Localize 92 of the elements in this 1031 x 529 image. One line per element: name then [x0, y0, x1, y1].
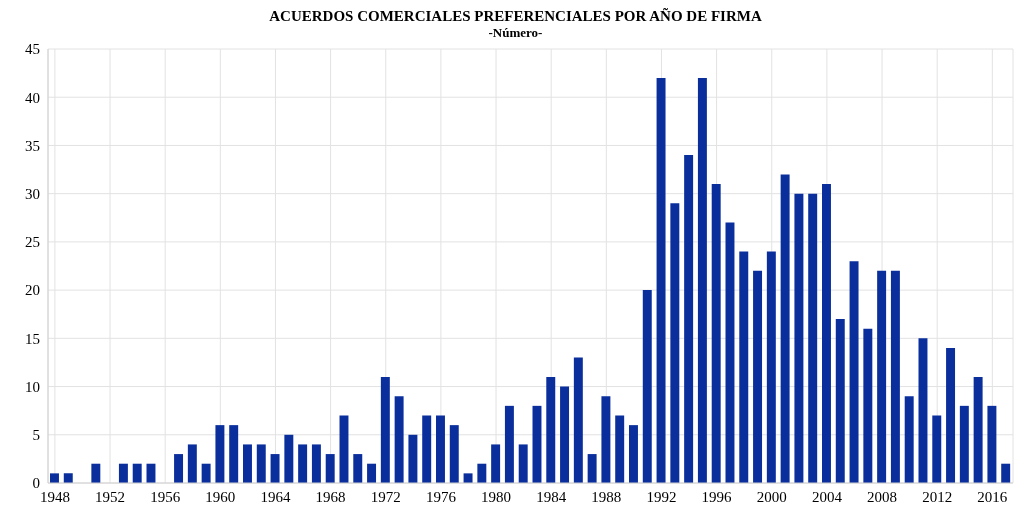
- bar: [215, 425, 225, 483]
- y-tick-label: 0: [32, 475, 40, 492]
- y-tick-label: 45: [25, 41, 40, 58]
- y-tick-label: 25: [25, 234, 40, 251]
- bar: [739, 251, 749, 483]
- bar: [794, 193, 804, 483]
- bar: [284, 434, 294, 483]
- y-tick-label: 15: [25, 330, 40, 347]
- y-tick-label: 10: [25, 378, 40, 395]
- bar: [711, 184, 721, 483]
- x-tick-label: 1956: [150, 488, 181, 505]
- bar: [587, 454, 597, 483]
- bar: [560, 386, 570, 483]
- x-tick-label: 1980: [481, 488, 512, 505]
- bar: [518, 444, 528, 483]
- x-tick-label: 1964: [260, 488, 291, 505]
- bar: [656, 77, 666, 483]
- x-tick-label: 2000: [756, 488, 787, 505]
- bar: [477, 463, 487, 483]
- x-tick-label: 2016: [977, 488, 1008, 505]
- bar: [408, 434, 418, 483]
- bar: [959, 405, 969, 483]
- x-tick-label: 2012: [922, 488, 953, 505]
- bar: [270, 454, 280, 483]
- bar: [187, 444, 197, 483]
- bar: [946, 347, 956, 483]
- x-tick-label: 1996: [701, 488, 733, 505]
- bar: [353, 454, 363, 483]
- bar: [877, 270, 887, 483]
- x-tick-label: 1988: [591, 488, 622, 505]
- bar: [684, 155, 694, 483]
- bar: [670, 203, 680, 483]
- x-tick-label: 1948: [39, 488, 70, 505]
- bar: [546, 376, 556, 483]
- bar: [987, 405, 997, 483]
- x-tick-label: 2008: [867, 488, 898, 505]
- bar: [835, 319, 845, 483]
- y-tick-label: 40: [25, 89, 40, 106]
- x-tick-label: 1992: [646, 488, 677, 505]
- bar: [863, 328, 873, 483]
- bar: [449, 425, 459, 483]
- bar: [50, 473, 59, 483]
- bar: [201, 463, 211, 483]
- bar: [229, 425, 239, 483]
- x-tick-label: 2004: [811, 488, 843, 505]
- bar: [325, 454, 335, 483]
- x-tick-label: 1968: [315, 488, 346, 505]
- x-tick-label: 1960: [205, 488, 236, 505]
- bar: [298, 444, 308, 483]
- y-tick-label: 20: [25, 282, 40, 299]
- bar: [174, 454, 184, 483]
- bar: [629, 425, 638, 483]
- bar: [573, 357, 583, 483]
- bar: [697, 77, 707, 483]
- bar: [973, 376, 983, 483]
- bar: [63, 473, 73, 483]
- bar: [615, 415, 625, 483]
- bar: [422, 415, 432, 483]
- bar: [601, 396, 611, 483]
- bar: [780, 174, 790, 483]
- bar: [932, 415, 942, 483]
- x-tick-label: 1972: [370, 488, 401, 505]
- bar: [132, 463, 142, 483]
- x-tick-label: 1976: [425, 488, 457, 505]
- bar: [822, 184, 831, 483]
- chart-title: ACUERDOS COMERCIALES PREFERENCIALES POR AÑO DE FIRMA: [268, 8, 763, 25]
- bar: [766, 251, 776, 483]
- bar: [904, 396, 914, 483]
- bar: [463, 473, 473, 483]
- bar: [367, 463, 377, 483]
- bar: [91, 463, 101, 483]
- y-tick-label: 35: [25, 137, 40, 154]
- bar: [504, 405, 514, 483]
- bar: [436, 415, 445, 483]
- chart-subtitle: -Número-: [487, 25, 544, 41]
- bar: [1001, 463, 1011, 483]
- y-tick-label: 5: [32, 427, 40, 444]
- bar: [256, 444, 266, 483]
- bar: [380, 376, 390, 483]
- bar: [394, 396, 404, 483]
- bar: [753, 270, 763, 483]
- bar: [491, 444, 501, 483]
- bar: [849, 261, 859, 483]
- bar: [118, 463, 128, 483]
- bar: [808, 193, 818, 483]
- bar: [311, 444, 321, 483]
- bar: [243, 444, 252, 483]
- y-tick-label: 30: [25, 185, 40, 202]
- bar: [890, 270, 900, 483]
- x-tick-label: 1952: [95, 488, 126, 505]
- bar: [642, 290, 652, 483]
- x-tick-label: 1984: [536, 488, 567, 505]
